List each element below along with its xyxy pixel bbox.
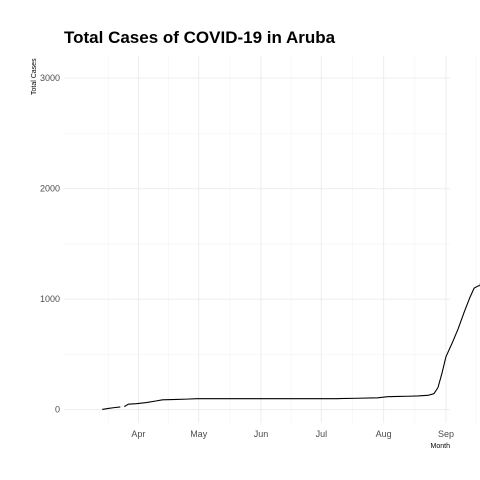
y-axis-tick-labels: 0 1000 2000 3000 — [40, 73, 60, 415]
y-tick-label-0: 0 — [55, 405, 60, 415]
y-tick-label-3000: 3000 — [40, 73, 60, 83]
x-tick-label-apr: Apr — [131, 429, 145, 439]
series-line-total-cases — [102, 282, 480, 410]
x-tick-label-may: May — [190, 429, 208, 439]
chart-title: Total Cases of COVID-19 in Aruba — [64, 28, 336, 47]
y-axis-label: Total Cases — [31, 58, 38, 95]
major-grid — [64, 56, 450, 423]
y-tick-label-1000: 1000 — [40, 294, 60, 304]
y-tick-label-2000: 2000 — [40, 184, 60, 194]
x-tick-label-aug: Aug — [376, 429, 392, 439]
x-tick-label-sep: Sep — [438, 429, 454, 439]
minor-grid — [64, 56, 477, 423]
x-tick-label-jul: Jul — [316, 429, 328, 439]
x-axis-label: Month — [431, 443, 451, 450]
series-layer — [102, 282, 480, 410]
x-tick-label-jun: Jun — [254, 429, 269, 439]
x-axis-tick-labels: Apr May Jun Jul Aug Sep — [131, 429, 454, 439]
